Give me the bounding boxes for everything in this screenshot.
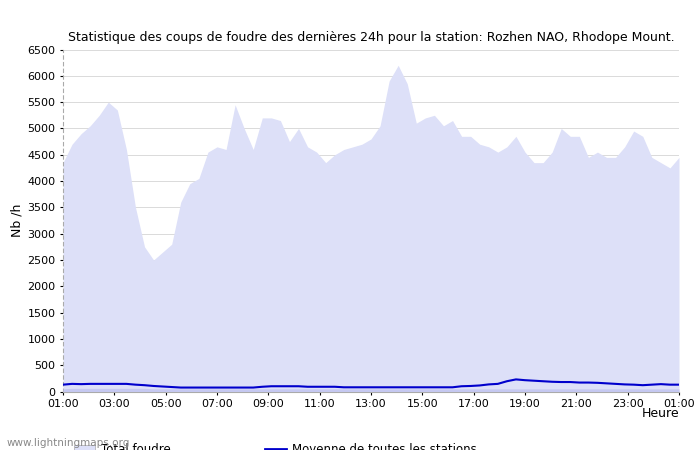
Text: www.lightningmaps.org: www.lightningmaps.org [7, 438, 130, 448]
Title: Statistique des coups de foudre des dernières 24h pour la station: Rozhen NAO, R: Statistique des coups de foudre des dern… [68, 31, 674, 44]
Y-axis label: Nb /h: Nb /h [10, 204, 23, 237]
Text: Heure: Heure [641, 407, 679, 420]
